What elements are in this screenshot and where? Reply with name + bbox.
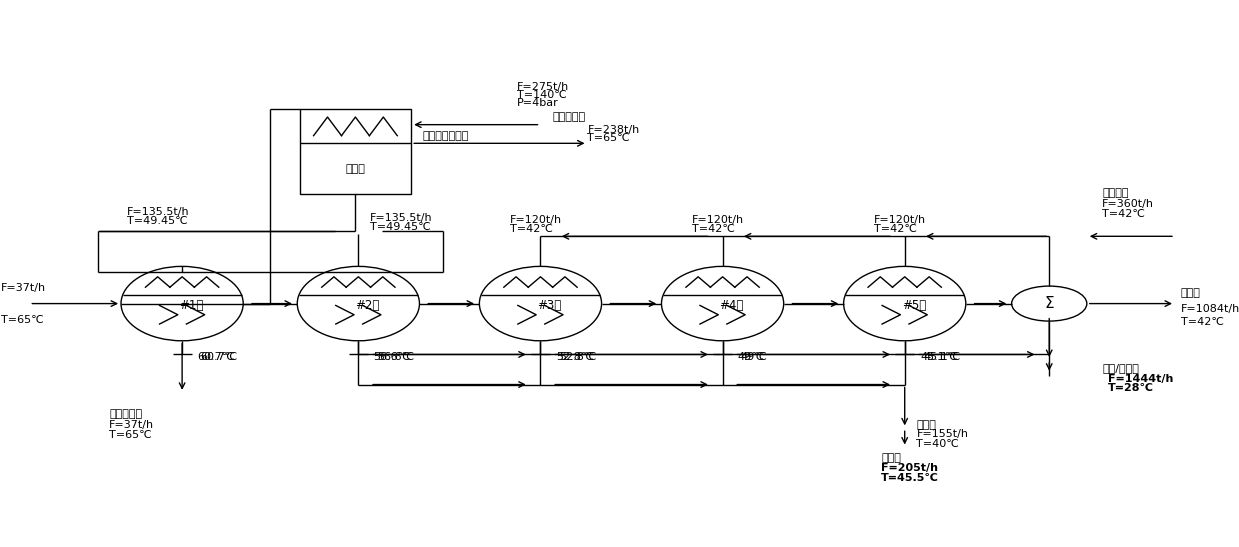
Text: T=49.45℃: T=49.45℃ (126, 217, 187, 226)
Text: F=37t/h: F=37t/h (1, 283, 46, 293)
Text: T=49.45℃: T=49.45℃ (370, 222, 431, 232)
Text: F=275t/h: F=275t/h (517, 82, 569, 92)
Text: T=42℃: T=42℃ (693, 224, 735, 234)
Text: 闪蚕器: 闪蚕器 (346, 164, 366, 174)
Text: T=45.5℃: T=45.5℃ (881, 473, 939, 482)
Text: T=40℃: T=40℃ (917, 439, 959, 449)
Text: #2效: #2效 (356, 299, 379, 312)
Text: #1效: #1效 (180, 299, 203, 312)
Text: 56.6℃: 56.6℃ (377, 352, 414, 362)
Text: 60.7℃: 60.7℃ (197, 352, 234, 362)
Bar (300, 109, 411, 194)
Text: P=4bar: P=4bar (517, 98, 559, 108)
Text: T=42℃: T=42℃ (875, 224, 917, 234)
Text: 45.1℃: 45.1℃ (923, 352, 960, 362)
Text: 56.6℃: 56.6℃ (374, 352, 411, 362)
Text: 利用海水: 利用海水 (1103, 188, 1129, 198)
Text: 49℃: 49℃ (738, 352, 764, 362)
Text: F=1084t/h: F=1084t/h (1181, 304, 1239, 314)
Text: T=65℃: T=65℃ (109, 430, 152, 440)
Text: T=42℃: T=42℃ (510, 224, 553, 234)
Text: 49℃: 49℃ (741, 352, 768, 362)
Text: F=120t/h: F=120t/h (875, 216, 927, 225)
Text: #3效: #3效 (538, 299, 561, 312)
Text: 回注至余热锅炉: 回注至余热锅炉 (422, 131, 470, 141)
Text: 浓海水: 浓海水 (881, 453, 901, 463)
Text: T=65℃: T=65℃ (587, 133, 631, 143)
Text: T=140℃: T=140℃ (517, 90, 566, 100)
Text: T=65℃: T=65℃ (1, 315, 43, 324)
Text: 产品水: 产品水 (917, 420, 937, 430)
Text: T=28℃: T=28℃ (1108, 383, 1154, 393)
Text: F=238t/h: F=238t/h (587, 125, 639, 135)
Text: 外排水: 外排水 (1181, 288, 1201, 298)
Text: T=42℃: T=42℃ (1103, 209, 1145, 219)
Text: 60.7℃: 60.7℃ (201, 352, 238, 362)
Text: 首效凝结水: 首效凝结水 (109, 409, 142, 419)
Text: T=42℃: T=42℃ (1181, 317, 1224, 327)
Text: 45.1℃: 45.1℃ (921, 352, 958, 362)
Text: F=360t/h: F=360t/h (1103, 199, 1154, 209)
Text: #5效: #5效 (902, 299, 926, 312)
Text: F=120t/h: F=120t/h (693, 216, 745, 225)
Text: F=37t/h: F=37t/h (109, 420, 155, 430)
Text: F=205t/h: F=205t/h (881, 463, 938, 473)
Text: F=120t/h: F=120t/h (510, 216, 563, 225)
Text: F=155t/h: F=155t/h (917, 429, 969, 439)
Text: #4效: #4效 (720, 299, 743, 312)
Text: Σ: Σ (1044, 296, 1054, 311)
Text: 52.8℃: 52.8℃ (559, 352, 596, 362)
Text: 52.8℃: 52.8℃ (556, 352, 593, 362)
Text: F=135.5t/h: F=135.5t/h (126, 207, 190, 217)
Text: F=1444t/h: F=1444t/h (1108, 374, 1173, 383)
Text: 再泸器疏水: 再泸器疏水 (553, 112, 585, 122)
Text: 海水/浓盐水: 海水/浓盐水 (1103, 363, 1139, 373)
Text: F=135.5t/h: F=135.5t/h (370, 213, 432, 223)
